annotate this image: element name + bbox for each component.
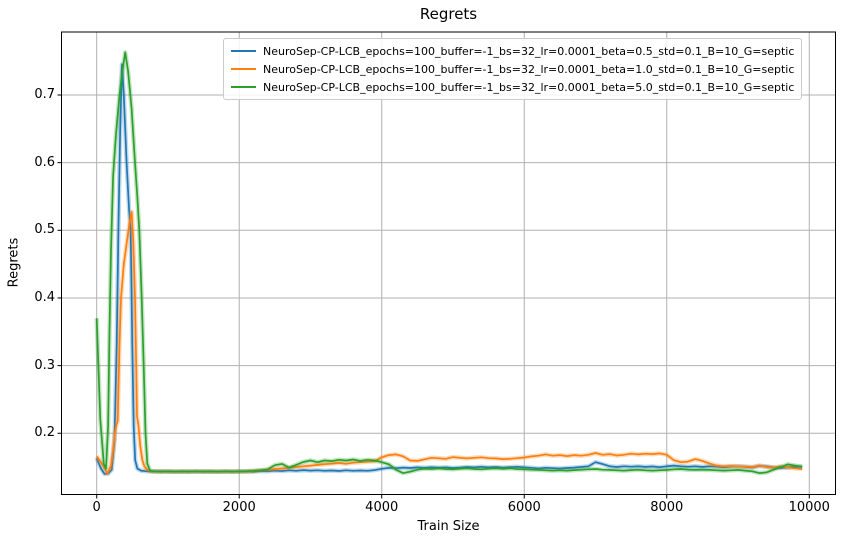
series-band-0 [94, 62, 803, 477]
x-tick-label: 6000 [507, 500, 541, 515]
y-tick-label: 0.4 [34, 289, 55, 305]
legend-label: NeuroSep-CP-LCB_epochs=100_buffer=-1_bs=… [263, 62, 795, 76]
legend-line-sample [231, 50, 256, 52]
series-line-2 [95, 51, 803, 474]
axes-spines [61, 31, 836, 495]
y-tick-label: 0.6 [34, 154, 55, 170]
legend-label: NeuroSep-CP-LCB_epochs=100_buffer=-1_bs=… [263, 80, 795, 94]
x-tick-label: 2000 [222, 500, 256, 515]
y-tick-label: 0.5 [34, 222, 55, 238]
legend-entry-0: NeuroSep-CP-LCB_epochs=100_buffer=-1_bs=… [231, 43, 794, 59]
series-band-1 [94, 209, 803, 476]
chart-title: Regrets [419, 5, 478, 23]
legend-line-sample [231, 86, 256, 88]
y-tick-label: 0.2 [34, 425, 55, 441]
legend-label: NeuroSep-CP-LCB_epochs=100_buffer=-1_bs=… [263, 44, 795, 58]
legend-entry-1: NeuroSep-CP-LCB_epochs=100_buffer=-1_bs=… [231, 61, 794, 77]
x-tick-label: 8000 [650, 500, 684, 515]
legend-line-sample [231, 68, 256, 70]
x-axis-label: Train Size [417, 519, 480, 534]
y-tick-label: 0.3 [34, 357, 55, 373]
series-line-1 [96, 211, 803, 475]
y-tick-label: 0.7 [34, 86, 55, 102]
x-tick-label: 10000 [788, 500, 830, 515]
series-line-0 [95, 63, 803, 475]
legend-entry-2: NeuroSep-CP-LCB_epochs=100_buffer=-1_bs=… [231, 79, 794, 95]
series-band-2 [94, 50, 803, 476]
legend: NeuroSep-CP-LCB_epochs=100_buffer=-1_bs=… [223, 38, 803, 100]
x-tick-label: 4000 [365, 500, 399, 515]
x-tick-label: 0 [92, 500, 101, 515]
